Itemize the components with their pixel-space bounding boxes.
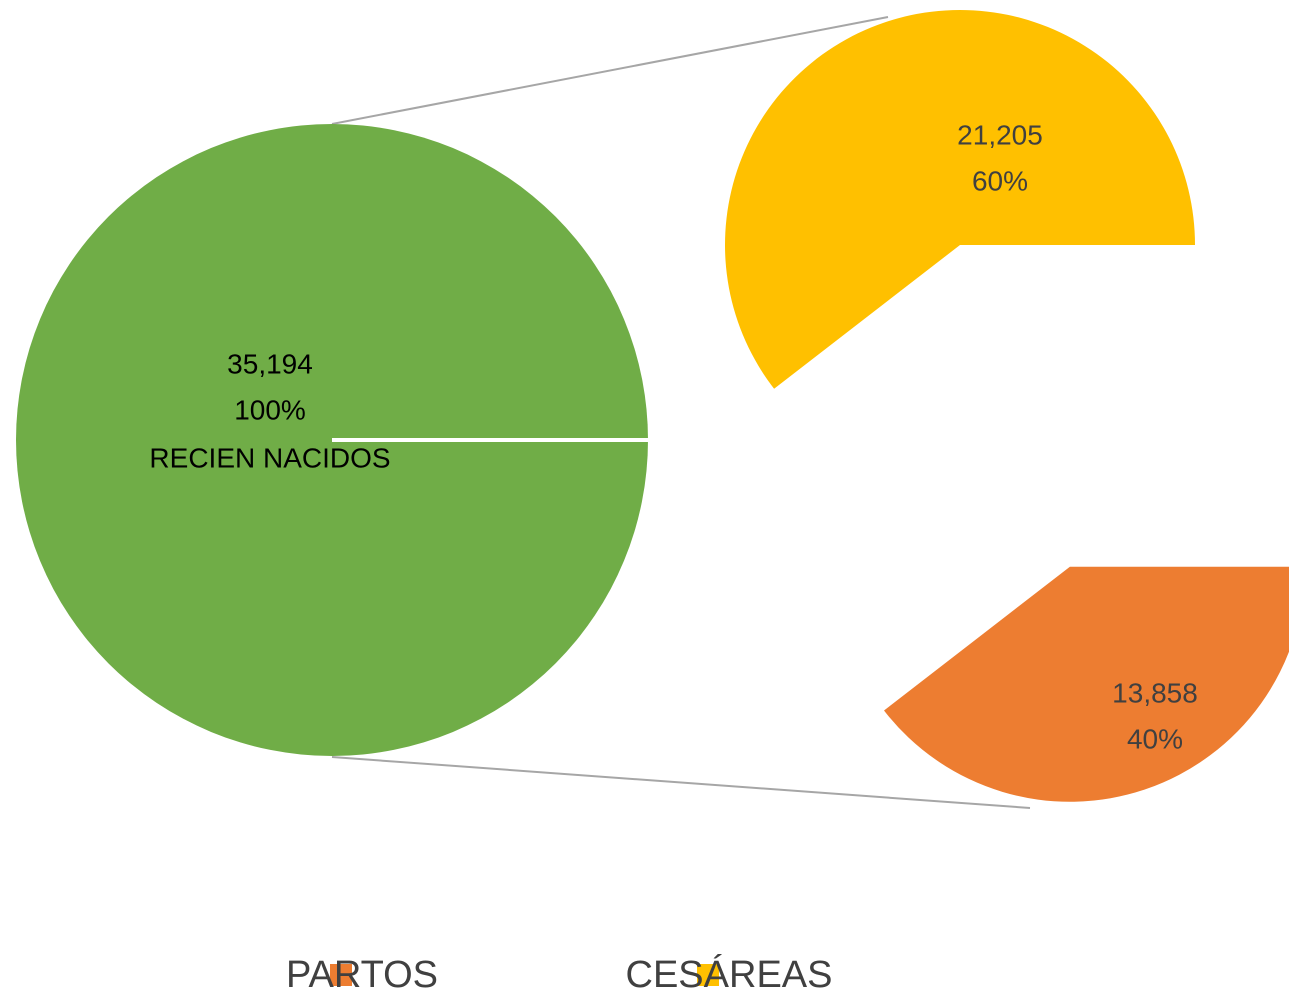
pie-slice (884, 566, 1289, 802)
percent-label: 40% (1127, 723, 1183, 754)
value-label: 21,205 (957, 119, 1043, 150)
percent-label: 60% (972, 165, 1028, 196)
pie-slice (724, 10, 1195, 389)
total-label: 35,194 (227, 348, 313, 379)
legend-swatch (697, 964, 719, 986)
total-name-label: RECIEN NACIDOS (149, 442, 390, 473)
value-label: 13,858 (1112, 677, 1198, 708)
connector-line (331, 756, 1031, 809)
total-percent-label: 100% (234, 394, 306, 425)
legend-swatch (330, 964, 352, 986)
legend-label: PARTOS (286, 954, 438, 996)
connector-line (331, 16, 889, 125)
legend-label: CESÁREAS (626, 953, 833, 996)
